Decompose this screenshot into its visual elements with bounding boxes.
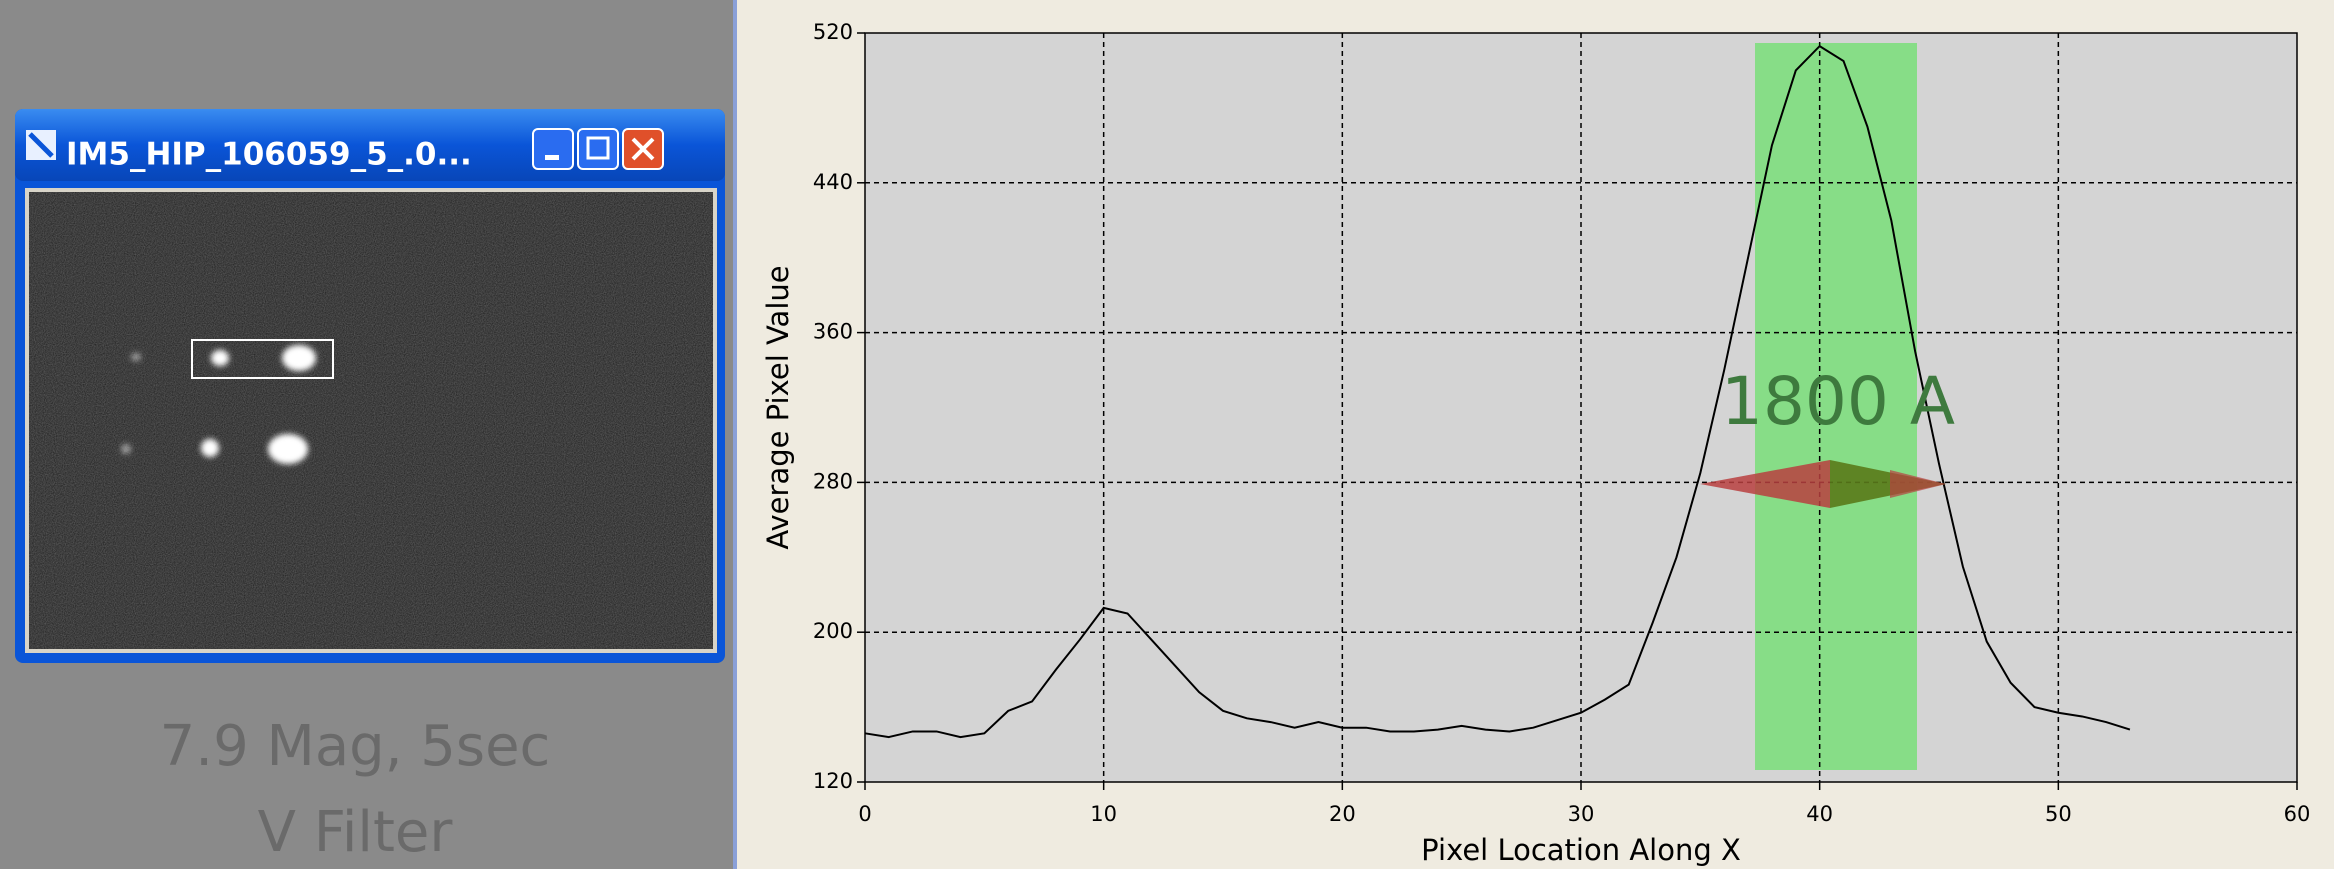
x-tick-label: 20 — [1329, 802, 1356, 826]
star — [268, 434, 308, 464]
star — [282, 345, 316, 371]
maximize-glyph — [586, 136, 610, 160]
image-window[interactable]: IM5_HIP_106059_5_.0... — [15, 109, 725, 663]
y-tick-label: 360 — [813, 320, 853, 344]
highlight-band — [1755, 43, 1917, 770]
divider — [733, 0, 737, 869]
x-tick-label: 50 — [2045, 802, 2072, 826]
star — [131, 353, 141, 361]
width-arrow-right — [1830, 460, 1946, 508]
image-noise — [29, 192, 713, 649]
app-icon-mark — [28, 132, 54, 158]
x-tick-label: 0 — [858, 802, 871, 826]
y-axis-label: Average Pixel Value — [761, 265, 795, 549]
star — [211, 350, 229, 366]
y-tick-label: 200 — [813, 619, 853, 643]
plot-border — [864, 32, 2298, 783]
star — [121, 444, 131, 454]
x-tick-label: 10 — [1090, 802, 1117, 826]
x-axis-label: Pixel Location Along X — [1421, 833, 1741, 867]
window-title: IM5_HIP_106059_5_.0... — [66, 137, 472, 173]
y-tick-label: 280 — [813, 469, 853, 493]
x-tick-label: 40 — [1806, 802, 1833, 826]
x-tick-label: 60 — [2284, 802, 2311, 826]
width-arrow-right-tip — [1890, 470, 1946, 498]
y-tick-label: 120 — [813, 769, 853, 793]
width-arrow-left — [1700, 460, 1830, 508]
maximize-button[interactable] — [577, 128, 619, 170]
close-glyph — [631, 137, 655, 161]
stars — [121, 345, 316, 464]
caption-line: 7.9 Mag, 5sec — [160, 714, 551, 779]
minimize-glyph — [545, 155, 559, 160]
minimize-button[interactable] — [532, 128, 574, 170]
chart: 120 200 280 360 440 520 0 10 20 30 40 50 60 Pixel Loc… — [761, 20, 2310, 867]
y-tick-label: 520 — [813, 20, 853, 44]
x-tick-label: 30 — [1568, 802, 1595, 826]
data-line — [864, 44, 2131, 739]
annotation: 1800 A — [1721, 363, 1955, 440]
star — [201, 439, 219, 457]
caption-line: V Filter — [258, 800, 454, 865]
selection-box[interactable] — [191, 339, 334, 379]
y-tick-label: 440 — [813, 170, 853, 194]
